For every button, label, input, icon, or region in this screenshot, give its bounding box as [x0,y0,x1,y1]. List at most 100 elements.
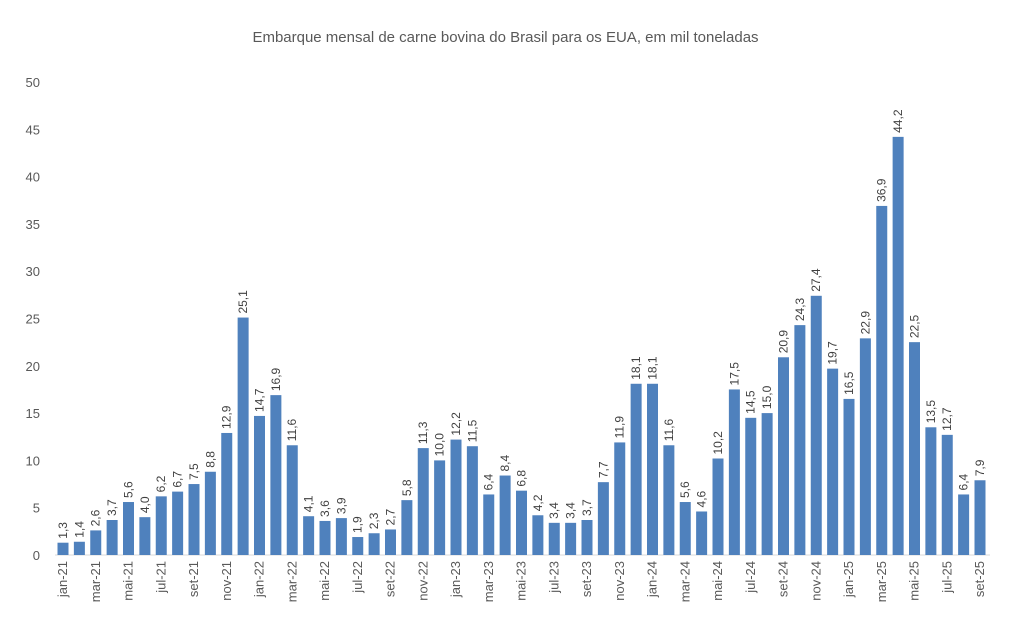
data-label: 16,5 [842,371,856,395]
x-tick-label: mar-25 [874,561,889,602]
x-tick-label: mar-21 [88,561,103,602]
bar [778,357,789,555]
x-tick-label: jan-24 [645,561,660,598]
bar [647,383,658,555]
x-tick-label: jul-25 [939,561,954,594]
data-label: 3,4 [547,502,561,519]
data-label: 14,5 [744,390,758,414]
y-tick-label: 35 [26,217,40,232]
data-label: 22,5 [908,314,922,338]
data-label: 7,5 [187,463,201,480]
bar [286,445,298,555]
data-label: 1,9 [351,516,365,533]
bar [417,448,429,555]
y-tick-label: 50 [26,75,40,90]
x-tick-label: mai-24 [710,561,725,601]
data-label: 18,1 [646,356,660,380]
x-tick-label: nov-22 [415,561,430,601]
data-label: 11,6 [285,418,299,441]
data-label: 6,4 [957,473,971,490]
data-label: 6,4 [482,473,496,490]
x-tick-label: jul-23 [546,561,561,594]
y-tick-label: 20 [26,359,40,374]
x-tick-label: mai-23 [514,561,529,601]
bar [941,434,953,555]
data-label: 20,9 [777,330,791,354]
y-tick-label: 5 [33,501,40,516]
data-label: 3,9 [334,497,348,514]
data-label: 12,9 [220,405,234,429]
y-tick-label: 45 [26,122,40,137]
y-tick-label: 30 [26,264,40,279]
y-tick-label: 40 [26,170,40,185]
bar [270,395,282,555]
bar [516,490,527,555]
bar [728,389,740,555]
bar [663,445,675,555]
bar [73,541,85,555]
data-label: 7,9 [973,459,987,476]
x-tick-label: jan-23 [448,561,463,598]
bar [761,413,773,555]
x-tick-label: mar-24 [677,561,692,602]
bar [106,519,118,555]
bar [614,442,626,555]
data-label: 11,5 [465,419,479,442]
bar [712,458,724,555]
data-label: 3,4 [564,502,578,519]
bar [827,368,839,555]
x-tick-label: jan-25 [841,561,856,598]
x-tick-label: set-24 [776,561,791,597]
bar [303,516,315,555]
data-label: 12,2 [449,412,463,436]
data-label: 11,9 [613,416,627,439]
data-label: 4,2 [531,494,545,511]
x-tick-label: jul-24 [743,561,758,594]
data-label: 5,8 [400,479,414,496]
x-tick-label: mar-22 [284,561,299,602]
bar [925,427,937,555]
bar [155,496,167,555]
x-tick-label: set-22 [383,561,398,597]
data-label: 15,0 [760,385,774,409]
data-label: 19,7 [826,341,840,365]
data-label: 12,7 [940,407,954,431]
data-label: 11,6 [662,418,676,441]
bar [254,415,265,555]
bar [974,480,986,555]
data-label: 7,7 [596,461,610,478]
x-tick-label: jan-22 [252,561,267,598]
bar [958,494,970,555]
bar [401,500,413,555]
bar [434,460,446,555]
data-label: 1,4 [72,521,86,538]
y-tick-label: 25 [26,312,40,327]
bar [679,502,691,555]
data-label: 5,6 [122,481,136,498]
bar [565,522,577,555]
data-label: 4,6 [695,490,709,507]
data-label: 11,3 [416,421,430,444]
data-label: 22,9 [858,311,872,335]
data-label: 8,4 [498,455,512,472]
bar [532,515,544,555]
data-label: 10,0 [433,433,447,457]
y-tick-label: 15 [26,406,40,421]
chart-title: Embarque mensal de carne bovina do Brasi… [252,29,759,46]
data-label: 13,5 [924,400,938,424]
data-label: 1,3 [56,522,70,539]
data-label: 16,9 [269,367,283,391]
bar [204,471,216,555]
bar [90,530,102,555]
data-label: 4,1 [302,495,316,512]
y-tick-label: 10 [26,453,40,468]
bar [123,502,134,555]
bar [221,432,233,555]
data-label: 27,4 [809,268,823,292]
data-label: 2,6 [89,509,103,526]
x-tick-label: mai-25 [907,561,922,601]
data-label: 2,3 [367,512,381,529]
x-tick-label: nov-24 [808,561,823,601]
bar [188,484,200,555]
